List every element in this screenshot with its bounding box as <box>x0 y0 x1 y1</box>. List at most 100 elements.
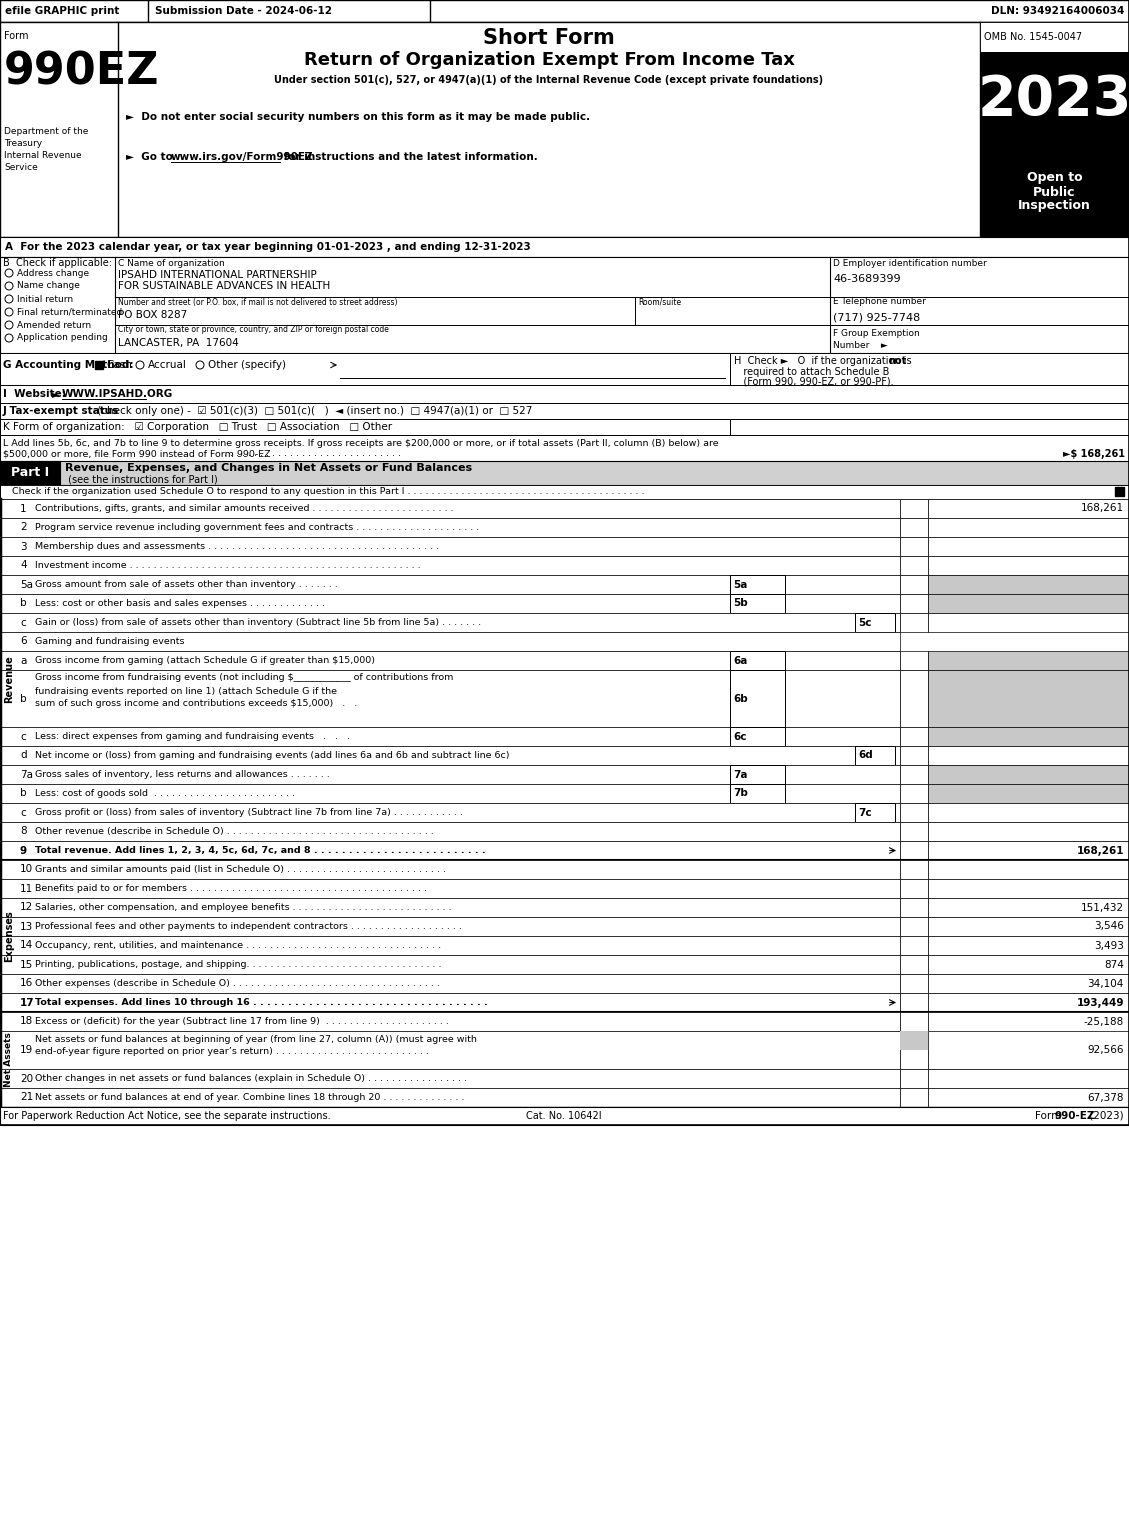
Text: for instructions and the latest information.: for instructions and the latest informat… <box>280 152 537 162</box>
Bar <box>928 651 1129 669</box>
Bar <box>730 766 785 784</box>
Text: Printing, publications, postage, and shipping. . . . . . . . . . . . . . . . . .: Printing, publications, postage, and shi… <box>35 961 441 968</box>
Bar <box>928 822 1129 840</box>
Bar <box>928 1031 1129 1069</box>
Text: 1: 1 <box>20 503 27 514</box>
Bar <box>928 766 1129 784</box>
Bar <box>855 613 895 631</box>
Text: 3,546: 3,546 <box>1094 921 1124 932</box>
Bar <box>900 840 928 860</box>
Text: not: not <box>889 355 907 366</box>
Bar <box>900 613 928 631</box>
Bar <box>928 974 1129 993</box>
Bar <box>0 727 900 746</box>
Text: Membership dues and assessments . . . . . . . . . . . . . . . . . . . . . . . . : Membership dues and assessments . . . . … <box>35 541 439 551</box>
Text: 3: 3 <box>20 541 27 552</box>
Text: Net assets or fund balances at beginning of year (from line 27, column (A)) (mus: Net assets or fund balances at beginning… <box>35 1034 476 1043</box>
Text: ►  Go to: ► Go to <box>126 152 176 162</box>
Text: Professional fees and other payments to independent contractors . . . . . . . . : Professional fees and other payments to … <box>35 923 462 930</box>
Bar <box>0 613 900 631</box>
Text: 151,432: 151,432 <box>1080 903 1124 912</box>
Text: Form: Form <box>5 30 28 41</box>
Text: 7a: 7a <box>20 770 33 779</box>
Bar <box>928 557 1129 575</box>
Bar <box>928 993 1129 1013</box>
Bar <box>928 1031 1129 1051</box>
Text: E Telephone number: E Telephone number <box>833 297 926 307</box>
Bar <box>0 258 1129 352</box>
Text: Check if the organization used Schedule O to respond to any question in this Par: Check if the organization used Schedule … <box>3 488 645 497</box>
Text: 2023: 2023 <box>978 73 1129 127</box>
Text: Treasury: Treasury <box>5 139 42 148</box>
Text: Inspection: Inspection <box>1018 200 1091 212</box>
Bar <box>900 898 928 917</box>
Text: c: c <box>20 618 26 627</box>
Bar <box>900 917 928 936</box>
Text: Room/suite: Room/suite <box>638 297 681 307</box>
Text: WWW.IPSAHD.ORG: WWW.IPSAHD.ORG <box>62 389 173 400</box>
Text: Public: Public <box>1033 186 1076 198</box>
Text: 16: 16 <box>20 979 33 988</box>
Text: 990EZ: 990EZ <box>5 50 159 93</box>
Text: G Accounting Method:: G Accounting Method: <box>3 360 133 371</box>
Bar <box>928 595 1129 613</box>
Text: 168,261: 168,261 <box>1076 845 1124 856</box>
Bar <box>0 518 900 537</box>
Text: J Tax-exempt status: J Tax-exempt status <box>3 406 120 416</box>
Text: sum of such gross income and contributions exceeds $15,000)   .   .: sum of such gross income and contributio… <box>35 700 357 709</box>
Text: 18: 18 <box>20 1017 33 1026</box>
Text: 92,566: 92,566 <box>1087 1045 1124 1055</box>
Bar <box>900 595 928 613</box>
Text: www.irs.gov/Form990EZ: www.irs.gov/Form990EZ <box>170 152 314 162</box>
Text: Short Form: Short Form <box>483 27 615 47</box>
Bar <box>980 21 1129 52</box>
Bar <box>0 419 730 435</box>
Text: 8: 8 <box>20 827 27 837</box>
Bar <box>730 575 785 595</box>
Text: Accrual: Accrual <box>148 360 187 371</box>
Bar <box>928 955 1129 974</box>
Bar <box>900 727 928 746</box>
Bar <box>730 784 785 804</box>
Text: Less: cost of goods sold  . . . . . . . . . . . . . . . . . . . . . . . .: Less: cost of goods sold . . . . . . . .… <box>35 788 295 798</box>
Text: 46-3689399: 46-3689399 <box>833 274 901 284</box>
Text: Contributions, gifts, grants, and similar amounts received . . . . . . . . . . .: Contributions, gifts, grants, and simila… <box>35 503 454 512</box>
Bar <box>928 878 1129 898</box>
Bar <box>0 1087 900 1107</box>
Text: 3,493: 3,493 <box>1094 941 1124 950</box>
Bar <box>980 146 1129 236</box>
Text: Cat. No. 10642I: Cat. No. 10642I <box>526 1112 602 1121</box>
Bar <box>900 993 928 1013</box>
Text: (2023): (2023) <box>1086 1112 1124 1121</box>
Text: fundraising events reported on line 1) (attach Schedule G if the: fundraising events reported on line 1) (… <box>35 686 336 695</box>
Bar <box>900 784 928 804</box>
Text: Grants and similar amounts paid (list in Schedule O) . . . . . . . . . . . . . .: Grants and similar amounts paid (list in… <box>35 865 446 874</box>
Text: c: c <box>20 808 26 817</box>
Bar <box>928 1087 1129 1107</box>
Bar <box>900 804 928 822</box>
Text: Less: direct expenses from gaming and fundraising events   .   .   .: Less: direct expenses from gaming and fu… <box>35 732 350 741</box>
Text: Service: Service <box>5 163 37 172</box>
Text: 6a: 6a <box>733 656 747 665</box>
Text: 34,104: 34,104 <box>1087 979 1124 988</box>
Text: 6b: 6b <box>733 694 747 703</box>
Text: Final return/terminated: Final return/terminated <box>17 308 122 317</box>
Text: F Group Exemption: F Group Exemption <box>833 328 920 337</box>
Text: Revenue: Revenue <box>5 656 14 703</box>
Bar <box>730 651 785 669</box>
Text: 15: 15 <box>20 959 33 970</box>
Bar <box>900 557 928 575</box>
Text: Number and street (or P.O. box, if mail is not delivered to street address): Number and street (or P.O. box, if mail … <box>119 297 397 307</box>
Text: Expenses: Expenses <box>5 910 14 962</box>
Text: b: b <box>20 598 27 608</box>
Text: Open to: Open to <box>1026 171 1083 185</box>
Text: FOR SUSTAINABLE ADVANCES IN HEALTH: FOR SUSTAINABLE ADVANCES IN HEALTH <box>119 281 331 291</box>
Text: (Form 990, 990-EZ, or 990-PF).: (Form 990, 990-EZ, or 990-PF). <box>734 377 894 387</box>
Bar <box>0 669 900 727</box>
Bar <box>0 993 900 1013</box>
Text: Gross income from fundraising events (not including $____________ of contributio: Gross income from fundraising events (no… <box>35 674 454 683</box>
Text: B  Check if applicable:: B Check if applicable: <box>3 258 112 268</box>
Bar <box>928 669 1129 727</box>
Bar <box>900 537 928 557</box>
Bar <box>0 0 1129 1125</box>
